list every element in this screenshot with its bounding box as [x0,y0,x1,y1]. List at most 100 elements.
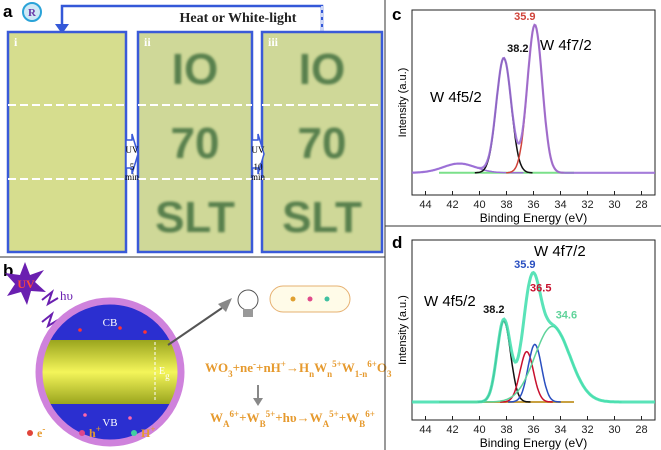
ring [35,297,185,447]
panel-label: a [3,2,13,21]
y-axis-label: Intensity (a.u.) [397,295,409,365]
photo [6,30,128,254]
annotation: W 4f5/2 [430,89,482,106]
legend-item: e- [37,424,45,440]
icon [22,2,42,22]
column-label: i [14,35,18,49]
legend-symbol [27,430,33,436]
eq-part: + [281,359,286,369]
eq-part: W [342,360,355,375]
eq-part: 3 [387,369,392,379]
envelope [412,270,655,404]
x-tick-label: 32 [581,424,593,436]
peak-label: 38.2 [483,304,504,316]
panel-label: d [392,233,402,252]
x-tick-label: 36 [527,424,539,436]
x-tick-label: 34 [554,424,566,436]
column-label: iii [268,35,279,49]
photo [136,30,254,254]
hv: hυ [60,288,73,303]
legend-symbol [131,430,137,436]
x-tick-label: 38 [500,424,512,436]
eq-part: B [260,419,266,429]
x-tick-label: 30 [608,424,620,436]
legend-item: H+ [141,424,155,440]
arrow-head [55,24,69,34]
eq-part: 5+ [329,409,339,419]
component-peak [500,350,553,403]
eq-part: A [223,419,230,429]
uv-text: UV [126,145,139,155]
legend-item: h+ [89,424,101,440]
gap-sub: g [165,371,170,381]
x-tick-label: 32 [581,199,593,211]
peak-label: 35.9 [514,11,535,23]
eq-part: W [314,360,327,375]
x-tick-label: 30 [608,199,620,211]
x-tick-label: 44 [419,424,431,436]
uv-text: UV [17,277,35,291]
equation-1: WO3+ne-+nH+→HnWn5+W1-n6+O3 [205,359,392,379]
eq-part: 5+ [266,409,276,419]
zigzag [41,289,59,307]
x-tick-label: 42 [446,199,458,211]
uv-unit: min [125,172,140,182]
equation-2: WA6++WB5++hυ→WA5++WB6+ [210,409,375,429]
eq-part: 6+ [367,359,377,369]
uv-arrow [125,133,139,175]
legend-charge: + [150,424,155,434]
vb: VB [102,417,117,429]
panel-label: c [392,5,401,24]
eq-part: 6+ [230,409,240,419]
eq-part: 5+ [332,359,342,369]
photo [260,30,384,254]
peak-label: 38.2 [507,43,528,55]
x-tick-label: 28 [635,199,647,211]
icon-text: R [28,7,37,19]
gap-e: E [159,366,165,377]
x-tick-label: 34 [554,199,566,211]
eq-part: n [309,369,314,379]
eq-arrow-head [253,398,263,406]
legend-symbol [79,430,85,436]
eq-part: +hυ→W [275,410,322,425]
component-peak [508,343,561,403]
eq-part: - [253,359,256,369]
x-tick-label: 40 [473,199,485,211]
writing: SLT [282,193,362,242]
writing: SLT [155,193,235,242]
x-tick-label: 28 [635,424,647,436]
x-tick-label: 42 [446,424,458,436]
legend-name: e [37,426,43,440]
eq-part: B [359,419,365,429]
legend-name: H [141,426,151,440]
x-tick-label: 38 [500,199,512,211]
uv-text: UV [252,145,265,155]
pointer-head [218,298,232,312]
eq-part: 6+ [365,409,375,419]
eq-part: 1-n [355,369,368,379]
pointer [167,307,223,346]
annotation: W 4f7/2 [540,37,592,54]
writing: 70 [171,119,220,168]
legend-name: h [89,426,96,440]
eq-part: →H [286,360,309,375]
panel-label: b [3,261,13,280]
eq-part: +ne [233,360,254,375]
zigzag [41,311,59,329]
eq-part: O [377,360,387,375]
caption: Heat or White-light [180,11,297,26]
writing: IO [299,45,345,94]
envelope [411,23,655,174]
bulb-base [243,309,253,317]
panel-b: b UV hυ CB VB Eg WO3+ne-+nH+→HnWn5+W1-n6… [0,256,392,447]
uv-time: 10 [254,162,264,172]
cycle-arrow [60,4,324,32]
uv-star [5,262,46,305]
column-label: ii [144,35,151,49]
eq-part: n [327,369,332,379]
legend-charge: - [42,424,45,434]
eq-part: +nH [256,360,281,375]
annotation: W 4f7/2 [534,243,586,260]
